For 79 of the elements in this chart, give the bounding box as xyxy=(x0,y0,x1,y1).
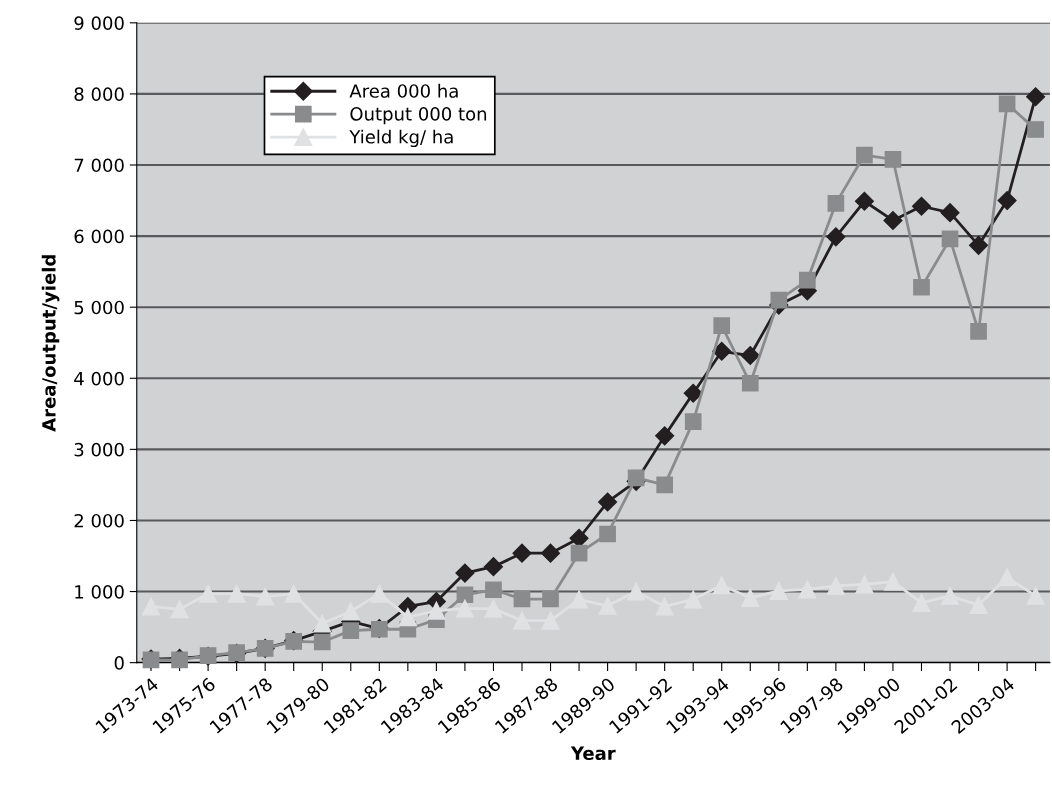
legend-label: Output 000 ton xyxy=(350,107,487,125)
point xyxy=(684,590,703,609)
point xyxy=(712,341,732,361)
point xyxy=(798,580,817,599)
point xyxy=(1027,121,1044,138)
point xyxy=(256,587,275,606)
point xyxy=(513,590,531,608)
y-tick-label: 7 000 xyxy=(74,158,124,173)
point xyxy=(970,323,987,340)
point xyxy=(741,374,759,392)
point xyxy=(940,203,960,223)
point xyxy=(769,581,788,600)
point xyxy=(512,543,532,563)
point xyxy=(712,576,731,595)
point xyxy=(1026,586,1045,605)
point xyxy=(883,210,903,230)
point xyxy=(854,191,874,211)
point xyxy=(683,383,703,403)
point xyxy=(655,426,675,446)
point xyxy=(884,150,902,168)
point xyxy=(1026,87,1046,107)
point xyxy=(199,584,218,603)
y-tick-label: 0 xyxy=(114,656,124,670)
point xyxy=(941,230,959,248)
point xyxy=(969,235,989,255)
point xyxy=(427,601,446,620)
point xyxy=(542,590,559,608)
point xyxy=(485,581,502,599)
point xyxy=(799,271,816,289)
point xyxy=(313,633,331,651)
point xyxy=(913,278,930,296)
y-tick-label: 6 000 xyxy=(74,229,124,244)
point xyxy=(826,227,846,247)
legend-label: Yield kg/ ha xyxy=(349,129,453,148)
point xyxy=(540,543,561,563)
y-tick-label: 5 000 xyxy=(74,300,124,315)
x-axis-title: Year xyxy=(570,746,616,761)
point xyxy=(998,95,1016,113)
point xyxy=(827,195,845,212)
point xyxy=(341,602,360,621)
y-axis-title: Area/output/yield xyxy=(41,255,60,432)
point xyxy=(570,590,589,609)
point xyxy=(483,557,503,577)
point xyxy=(342,622,360,639)
point xyxy=(997,191,1017,211)
point xyxy=(713,317,731,335)
point xyxy=(770,291,788,309)
legend-label: Area 000 ha xyxy=(349,83,458,98)
point xyxy=(684,413,702,430)
point xyxy=(740,346,760,366)
point xyxy=(912,593,931,612)
point xyxy=(911,196,932,216)
point xyxy=(569,528,589,548)
y-tick-label: 1 000 xyxy=(75,585,124,599)
y-tick-label: 3 000 xyxy=(74,442,124,457)
y-tick-label: 9 000 xyxy=(74,16,124,30)
y-tick-label: 4 000 xyxy=(74,371,124,386)
point xyxy=(656,476,674,494)
point xyxy=(570,544,588,562)
point xyxy=(599,525,616,543)
point xyxy=(855,575,874,594)
point xyxy=(456,586,474,604)
point xyxy=(741,588,760,607)
point xyxy=(627,582,646,601)
y-tick-label: 2 000 xyxy=(74,513,124,528)
point xyxy=(455,563,475,583)
point xyxy=(398,608,417,627)
y-tick-label: 8 000 xyxy=(74,87,124,102)
point xyxy=(484,599,503,618)
point xyxy=(856,146,873,164)
point xyxy=(455,599,474,618)
point xyxy=(284,584,303,603)
point xyxy=(826,576,845,595)
point xyxy=(227,584,246,603)
point xyxy=(883,572,902,591)
point xyxy=(940,586,960,605)
point xyxy=(313,614,332,633)
point xyxy=(598,492,618,512)
point xyxy=(370,584,389,603)
